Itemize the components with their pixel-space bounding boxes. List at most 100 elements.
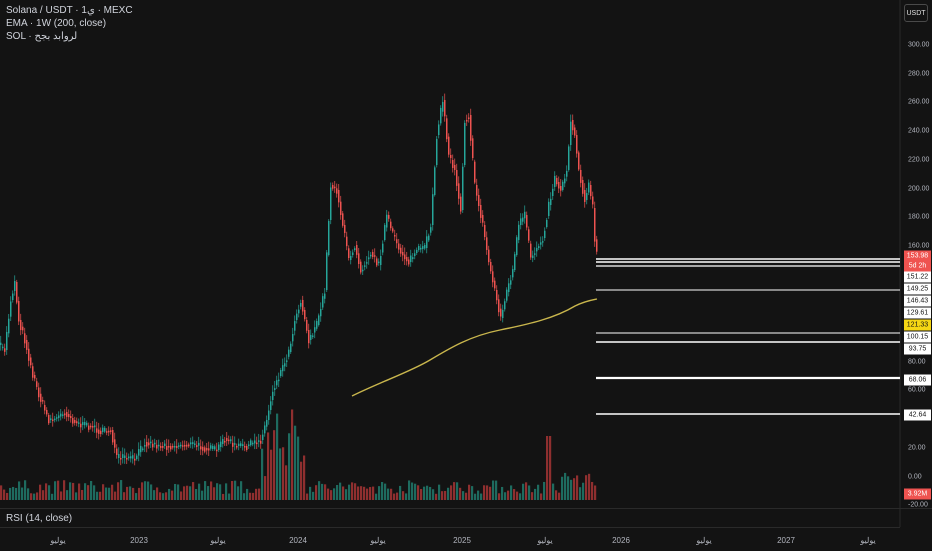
volume-bar <box>186 485 189 500</box>
candle <box>302 300 304 312</box>
candle <box>404 254 406 260</box>
sol-legend[interactable]: SOL · لروابد بجح <box>6 31 78 42</box>
candle <box>220 441 222 447</box>
candle <box>16 282 18 303</box>
candle <box>322 296 324 308</box>
candle <box>294 321 296 331</box>
candle <box>124 455 126 458</box>
volume-bar <box>525 482 528 500</box>
candle <box>14 280 16 291</box>
price-axis-label: 0.00 <box>908 473 922 481</box>
volume-bar <box>300 461 303 500</box>
candle <box>398 243 400 250</box>
candle <box>218 444 220 450</box>
time-axis-label: يوليو <box>50 536 66 545</box>
volume-bar <box>72 482 75 500</box>
volume-bar <box>171 490 174 500</box>
candle <box>58 415 60 418</box>
candle <box>82 422 84 425</box>
candle <box>332 185 334 189</box>
candle <box>370 254 372 257</box>
volume-bar <box>444 490 447 500</box>
currency-button[interactable]: USDT <box>904 4 928 22</box>
volume-bar <box>135 493 138 500</box>
symbol-legend[interactable]: Solana / USDT · 1ي · MEXC <box>6 5 133 16</box>
volume-bar <box>84 483 87 500</box>
candle <box>552 188 554 196</box>
level-price-label: 149.25 <box>904 283 931 295</box>
candle <box>20 320 22 331</box>
candle <box>368 257 370 260</box>
candle <box>472 138 474 159</box>
volume-bar <box>60 491 63 500</box>
volume-bar <box>402 491 405 500</box>
candle <box>476 185 478 196</box>
candle <box>444 100 446 117</box>
candle <box>224 441 226 443</box>
candle <box>376 258 378 266</box>
volume-bar <box>354 483 357 500</box>
candle <box>128 456 130 459</box>
volume-bar <box>261 448 264 500</box>
level-price-label: 100.15 <box>904 331 931 343</box>
candle <box>52 419 54 421</box>
candle <box>400 247 402 254</box>
volume-bar <box>369 487 372 500</box>
volume-bar <box>465 492 468 500</box>
candle <box>178 445 180 447</box>
candle <box>192 442 194 444</box>
candle <box>474 161 476 183</box>
candle <box>64 413 66 416</box>
candle <box>338 190 340 203</box>
volume-bar <box>372 486 375 500</box>
volume-bar <box>387 488 390 500</box>
volume-bar <box>255 488 258 500</box>
candle <box>420 247 422 250</box>
candle <box>264 425 266 434</box>
bar-countdown-badge: 5d 2h <box>904 260 931 272</box>
time-axis[interactable]: يوليو 2023 يوليو 2024 يوليو 2025 يوليو 2026 يولي… <box>0 527 900 551</box>
volume-bar <box>531 492 534 500</box>
candle <box>12 293 14 300</box>
candle <box>560 186 562 191</box>
candle <box>288 349 290 357</box>
candle <box>478 195 480 207</box>
candle <box>344 225 346 234</box>
candle <box>482 215 484 223</box>
volume-bar <box>438 484 441 500</box>
volume-bar <box>579 487 582 500</box>
candle <box>172 446 174 448</box>
volume-bar <box>96 491 99 500</box>
volume-bar <box>555 490 558 500</box>
candle <box>92 426 94 428</box>
volume-bar <box>459 487 462 500</box>
ema-value-badge: 121.33 <box>904 319 931 331</box>
candle <box>578 152 580 170</box>
volume-bar <box>480 493 483 500</box>
rsi-pane[interactable]: RSI (14, close) <box>0 508 932 528</box>
volume-bar <box>102 484 105 500</box>
candle <box>208 448 210 451</box>
candle <box>562 181 564 190</box>
volume-bar <box>270 449 273 500</box>
volume-bar <box>54 481 57 500</box>
volume-bar <box>63 480 66 500</box>
level-price-label: 146.43 <box>904 295 931 307</box>
candle <box>158 444 160 447</box>
volume-bar <box>471 486 474 500</box>
volume-bar <box>165 492 168 500</box>
candle <box>520 218 522 225</box>
candle <box>260 440 262 444</box>
candle <box>168 446 170 448</box>
candle <box>512 269 514 278</box>
volume-bar <box>594 485 597 500</box>
candle <box>354 248 356 250</box>
ema-legend[interactable]: EMA · 1W (200, close) <box>6 18 107 29</box>
rsi-legend[interactable]: RSI (14, close) <box>6 513 73 524</box>
candle <box>0 342 2 345</box>
time-axis-label: يوليو <box>210 536 226 545</box>
candle <box>336 188 338 194</box>
candle <box>216 449 218 452</box>
volume-bar <box>159 492 162 500</box>
